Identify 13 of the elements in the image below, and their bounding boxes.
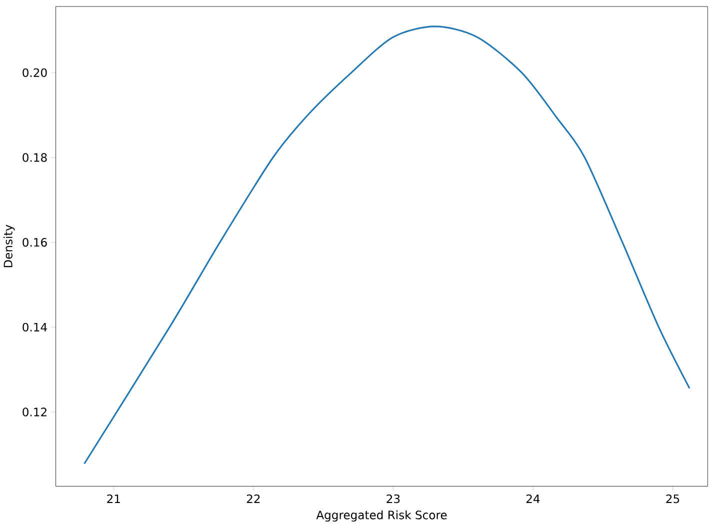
y-tick-label: 0.18 [22, 153, 47, 162]
y-tick-label: 0.14 [22, 322, 47, 332]
y-axis-title: Density [4, 224, 15, 268]
x-tick-label: 24 [526, 494, 540, 503]
y-tick-label: 0.16 [22, 238, 47, 247]
x-axis-title: Aggregated Risk Score [316, 510, 447, 522]
y-tick-label: 0.12 [22, 408, 46, 416]
x-tick-label: 22 [246, 494, 260, 503]
x-tick-label: 21 [107, 494, 120, 503]
x-tick-label: 25 [666, 494, 680, 504]
x-tick-label: 23 [386, 494, 400, 504]
y-tick-label: 0.20 [22, 68, 47, 77]
line-series [84, 26, 690, 464]
